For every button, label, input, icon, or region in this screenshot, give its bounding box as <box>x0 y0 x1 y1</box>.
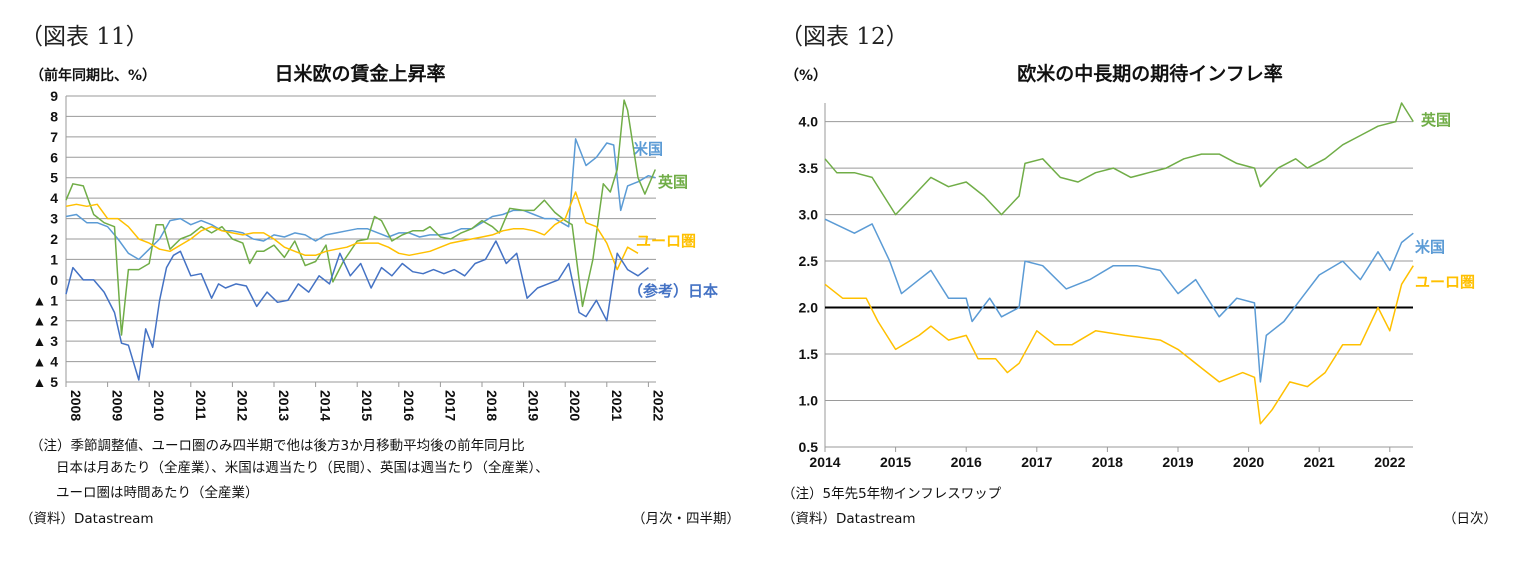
y-tick-label: 2.5 <box>799 253 819 269</box>
source-text: （資料）Datastream <box>782 511 916 527</box>
chart-1: （図表 11） （前年同期比、%） 日米欧の賃金上昇率 9 8 7 6 5 4 3 2 1 0 ▲ 1 ▲ … <box>20 24 740 527</box>
y-tick-label: 3.5 <box>799 160 819 176</box>
series-label: 米国 <box>633 140 663 158</box>
x-tick-label: 2012 <box>234 390 250 421</box>
x-tick-label: 2013 <box>276 390 292 421</box>
series-line-4 <box>65 240 649 381</box>
y-tick-label: 2.0 <box>799 300 819 316</box>
x-tick-label: 2009 <box>110 390 126 421</box>
x-tick-label: 2016 <box>401 390 417 421</box>
series-line-1 <box>65 138 656 261</box>
source-text: （資料）Datastream <box>20 511 154 527</box>
x-tick-label: 2019 <box>526 390 542 421</box>
x-tick-label: 2021 <box>609 390 625 421</box>
y-tick-label: 1.0 <box>799 393 819 409</box>
note-line: （注）季節調整値、ユーロ圏のみ四半期で他は後方3か月移動平均後の前年同月比 <box>30 437 525 454</box>
note-line: ユーロ圏は時間あたり（全産業） <box>56 484 259 501</box>
series-label: 米国 <box>1415 238 1445 256</box>
y-tick-label: 1 <box>50 251 58 267</box>
y-tick-label: 0.5 <box>799 439 819 455</box>
x-tick-label: 2019 <box>1162 454 1193 470</box>
y-tick-label: 4 <box>50 190 58 206</box>
y-tick-label: 9 <box>50 88 58 104</box>
series-line-3 <box>824 265 1414 425</box>
y-tick-label: 3.0 <box>799 207 819 223</box>
chart-2: （図表 12） （%） 欧米の中長期の期待インフレ率 4.0 3.5 3.0 2.5 2.0 1… <box>780 24 1497 527</box>
series-line-3 <box>65 191 639 271</box>
y-tick-label: 7 <box>50 129 58 145</box>
y-tick-label: ▲ 4 <box>32 354 58 370</box>
frequency-text: （日次） <box>1443 511 1497 527</box>
y-tick-label: ▲ 2 <box>32 313 58 329</box>
y-tick-label: 8 <box>50 108 58 124</box>
y-tick-label: ▲ 5 <box>32 374 58 390</box>
note-line: （注）5年先5年物インフレスワップ <box>782 486 1002 502</box>
x-tick-label: 2022 <box>1374 454 1405 470</box>
chart-title: 欧米の中長期の期待インフレ率 <box>1017 62 1282 85</box>
series-line-2 <box>824 218 1414 383</box>
x-tick-label: 2014 <box>809 454 840 470</box>
y-tick-label: 1.5 <box>799 346 819 362</box>
x-tick-label: 2017 <box>442 390 458 421</box>
chart-title: 日米欧の賃金上昇率 <box>274 62 445 85</box>
x-tick-label: 2011 <box>193 390 209 421</box>
figure-label: （図表 12） <box>780 24 909 50</box>
series-label: 英国 <box>658 173 688 191</box>
x-tick-label: 2018 <box>484 390 500 421</box>
y-tick-label: 2 <box>50 231 58 247</box>
x-tick-label: 2017 <box>1021 454 1052 470</box>
x-tick-label: 2018 <box>1092 454 1123 470</box>
y-tick-label: 0 <box>50 272 58 288</box>
y-tick-label: 5 <box>50 170 58 186</box>
x-tick-label: 2020 <box>1233 454 1264 470</box>
y-axis-unit: （前年同期比、%） <box>30 67 156 84</box>
x-tick-label: 2020 <box>567 390 583 421</box>
frequency-text: （月次・四半期） <box>632 511 740 527</box>
x-tick-label: 2010 <box>151 390 167 421</box>
y-tick-label: 4.0 <box>799 114 819 130</box>
y-axis-unit: （%） <box>785 68 827 84</box>
series-label: （参考）日本 <box>628 282 718 300</box>
x-tick-label: 2014 <box>318 390 334 421</box>
series-label: ユーロ圏 <box>1415 273 1475 291</box>
note-line: 日本は月あたり（全産業）、米国は週当たり（民間）、英国は週当たり（全産業）、 <box>56 459 549 476</box>
y-tick-label: ▲ 1 <box>32 292 58 308</box>
x-tick-label: 2015 <box>880 454 911 470</box>
series-line-1 <box>824 102 1414 216</box>
x-tick-label: 2016 <box>951 454 982 470</box>
series-label: ユーロ圏 <box>636 232 696 250</box>
x-tick-label: 2008 <box>68 390 84 421</box>
x-tick-label: 2021 <box>1304 454 1335 470</box>
figure-label: （図表 11） <box>20 24 149 50</box>
series-line-2 <box>65 99 656 336</box>
y-tick-label: 6 <box>50 149 58 165</box>
x-tick-label: 2022 <box>650 390 666 421</box>
y-tick-label: ▲ 3 <box>32 333 58 349</box>
x-tick-label: 2015 <box>359 390 375 421</box>
y-tick-label: 3 <box>50 211 58 227</box>
series-label: 英国 <box>1421 111 1451 129</box>
